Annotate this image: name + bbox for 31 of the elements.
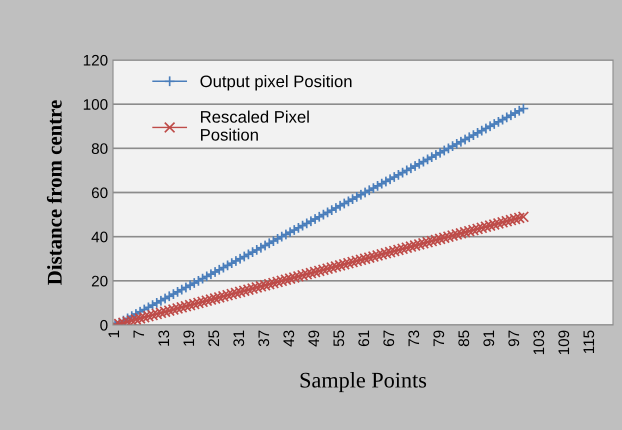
x-tick-label: 103 bbox=[533, 330, 544, 354]
x-tick-label: 73 bbox=[408, 330, 420, 346]
y-tick-label: 20 bbox=[92, 276, 108, 287]
x-tick-label: 19 bbox=[183, 330, 194, 346]
x-tick-label: 61 bbox=[358, 330, 370, 346]
y-axis-title: Distance from centre bbox=[46, 100, 62, 285]
x-tick-label: 55 bbox=[334, 330, 344, 346]
x-tick-label: 49 bbox=[308, 330, 320, 346]
x-tick-label: 7 bbox=[134, 330, 144, 338]
y-tick-label: 100 bbox=[84, 99, 108, 110]
legend-label: Output pixel Position bbox=[200, 75, 352, 91]
y-tick-label: 120 bbox=[84, 54, 108, 66]
y-tick-label: 40 bbox=[92, 232, 108, 242]
x-tick-label: 1 bbox=[108, 330, 120, 338]
x-tick-label: 43 bbox=[283, 330, 294, 346]
x-tick-label: 85 bbox=[458, 330, 470, 346]
x-tick-label: 25 bbox=[208, 330, 220, 346]
x-tick-label: 97 bbox=[508, 330, 520, 346]
legend-label: Rescaled Pixel Position bbox=[201, 110, 309, 141]
x-tick-label: 115 bbox=[584, 330, 594, 354]
x-tick-label: 79 bbox=[433, 330, 444, 346]
y-tick-label: 0 bbox=[100, 320, 108, 331]
x-axis-title: Sample Points bbox=[300, 372, 426, 392]
x-tick-label: 31 bbox=[233, 330, 244, 346]
x-tick-label: 67 bbox=[383, 330, 394, 346]
x-tick-label: 109 bbox=[558, 330, 570, 354]
y-tick-label: 80 bbox=[92, 143, 108, 154]
x-tick-label: 13 bbox=[158, 330, 170, 346]
x-tick-label: 91 bbox=[483, 330, 494, 346]
y-tick-label: 60 bbox=[92, 187, 108, 198]
x-tick-label: 37 bbox=[258, 330, 270, 346]
